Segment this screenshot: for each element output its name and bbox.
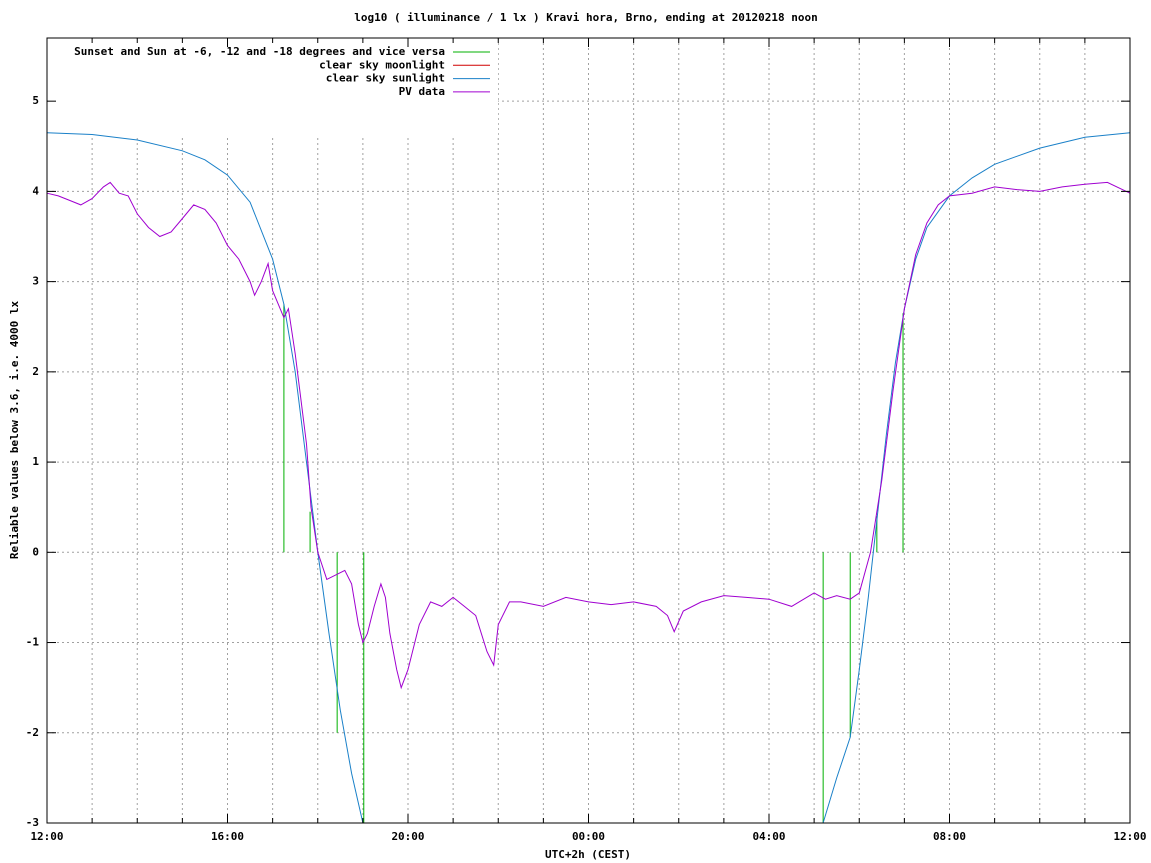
y-tick-label: 2 (32, 365, 39, 378)
legend-label: PV data (399, 85, 445, 98)
x-tick-label: 12:00 (1113, 830, 1146, 843)
plot-border (46, 37, 1131, 824)
x-tick-label: 08:00 (933, 830, 966, 843)
x-tick-label: 00:00 (572, 830, 605, 843)
x-tick-label: 20:00 (391, 830, 424, 843)
y-tick-label: -3 (26, 816, 39, 829)
y-tick-label: -2 (26, 726, 39, 739)
legend-label: clear sky sunlight (326, 72, 445, 85)
x-tick-label: 16:00 (211, 830, 244, 843)
y-tick-label: 1 (32, 455, 39, 468)
y-tick-label: -1 (26, 636, 40, 649)
y-tick-label: 4 (32, 184, 39, 197)
legend-label: clear sky moonlight (319, 58, 445, 71)
y-tick-label: 5 (32, 94, 39, 107)
legend-label: Sunset and Sun at -6, -12 and -18 degree… (74, 45, 445, 58)
chart-title: log10 ( illuminance / 1 lx ) Kravi hora,… (354, 11, 818, 24)
x-axis-label: UTC+2h (CEST) (545, 848, 631, 861)
data-line (46, 181, 1131, 690)
y-axis-label: Reliable values below 3.6, i.e. 4000 lx (8, 300, 21, 559)
x-tick-label: 12:00 (30, 830, 63, 843)
y-tick-label: 0 (32, 545, 39, 558)
legend-background (48, 39, 498, 135)
x-tick-label: 04:00 (752, 830, 785, 843)
y-tick-label: 3 (32, 275, 39, 288)
